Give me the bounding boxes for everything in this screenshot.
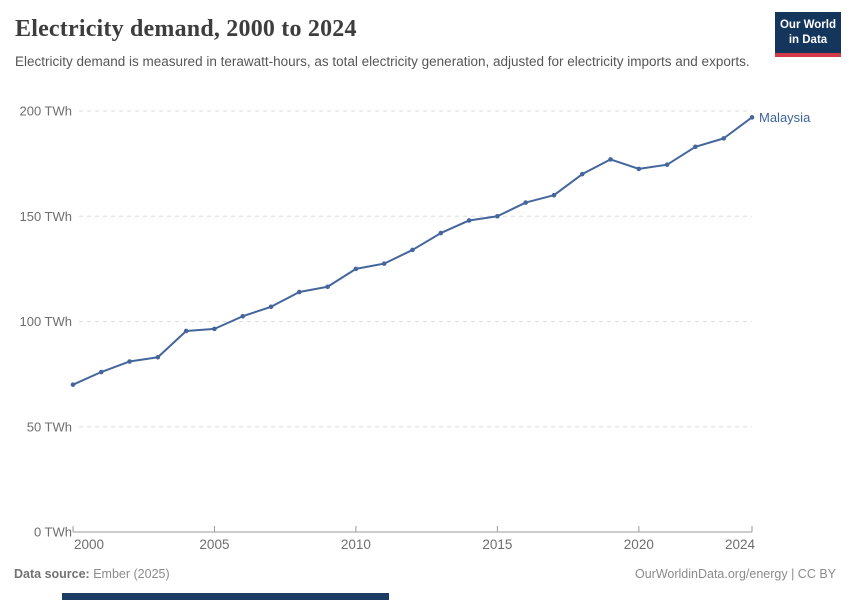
data-point-marker [325, 284, 330, 290]
series-label-malaysia[interactable]: Malaysia [759, 110, 811, 125]
owid-logo-line1: Our World [779, 19, 836, 31]
data-point-marker [466, 218, 472, 223]
y-tick-label: 200 TWh [19, 104, 72, 119]
data-point-marker [721, 136, 727, 141]
y-tick-label: 0 TWh [34, 525, 72, 540]
data-source: Data source: Ember (2025) [14, 567, 170, 581]
data-point-marker [693, 144, 698, 150]
page-title: Electricity demand, 2000 to 2024 [15, 16, 357, 42]
data-point-marker [551, 192, 557, 198]
chart-subtitle: Electricity demand is measured in terawa… [15, 54, 750, 69]
data-point-marker [438, 230, 444, 236]
data-source-label: Data source: [14, 567, 90, 581]
owid-logo[interactable]: Our World in Data [775, 12, 841, 57]
x-tick-label: 2010 [341, 537, 371, 552]
data-point-marker [127, 359, 132, 364]
x-tick-label: 2005 [199, 537, 229, 552]
x-tick-label: 2024 [725, 537, 756, 552]
data-point-marker [268, 304, 274, 310]
data-point-marker [636, 166, 642, 172]
x-tick-label: 2020 [624, 537, 654, 552]
data-point-marker [98, 369, 104, 375]
data-point-marker [749, 115, 755, 120]
data-point-marker [183, 328, 189, 334]
data-point-marker [353, 266, 359, 272]
data-point-marker [495, 213, 500, 219]
y-tick-label: 150 TWh [19, 209, 72, 224]
credit-link[interactable]: OurWorldinData.org/energy | CC BY [634, 567, 836, 581]
data-point-marker [212, 326, 217, 332]
data-point-marker [240, 313, 246, 319]
timeline-slider-bar[interactable] [62, 593, 389, 600]
data-point-marker [70, 382, 76, 387]
data-point-marker [608, 157, 613, 162]
data-point-marker [523, 200, 528, 205]
data-point-marker [664, 162, 670, 167]
x-tick-label: 2000 [74, 537, 104, 552]
y-tick-label: 50 TWh [27, 419, 72, 434]
data-point-marker [297, 289, 302, 295]
data-point-marker [381, 261, 387, 266]
y-tick-label: 100 TWh [19, 314, 72, 329]
data-point-marker [579, 171, 585, 177]
owid-logo-line2: in Data [788, 33, 828, 46]
data-point-marker [410, 247, 415, 253]
x-tick-label: 2015 [482, 537, 512, 552]
data-source-value: Ember (2025) [93, 567, 170, 581]
data-point-marker [155, 354, 161, 360]
